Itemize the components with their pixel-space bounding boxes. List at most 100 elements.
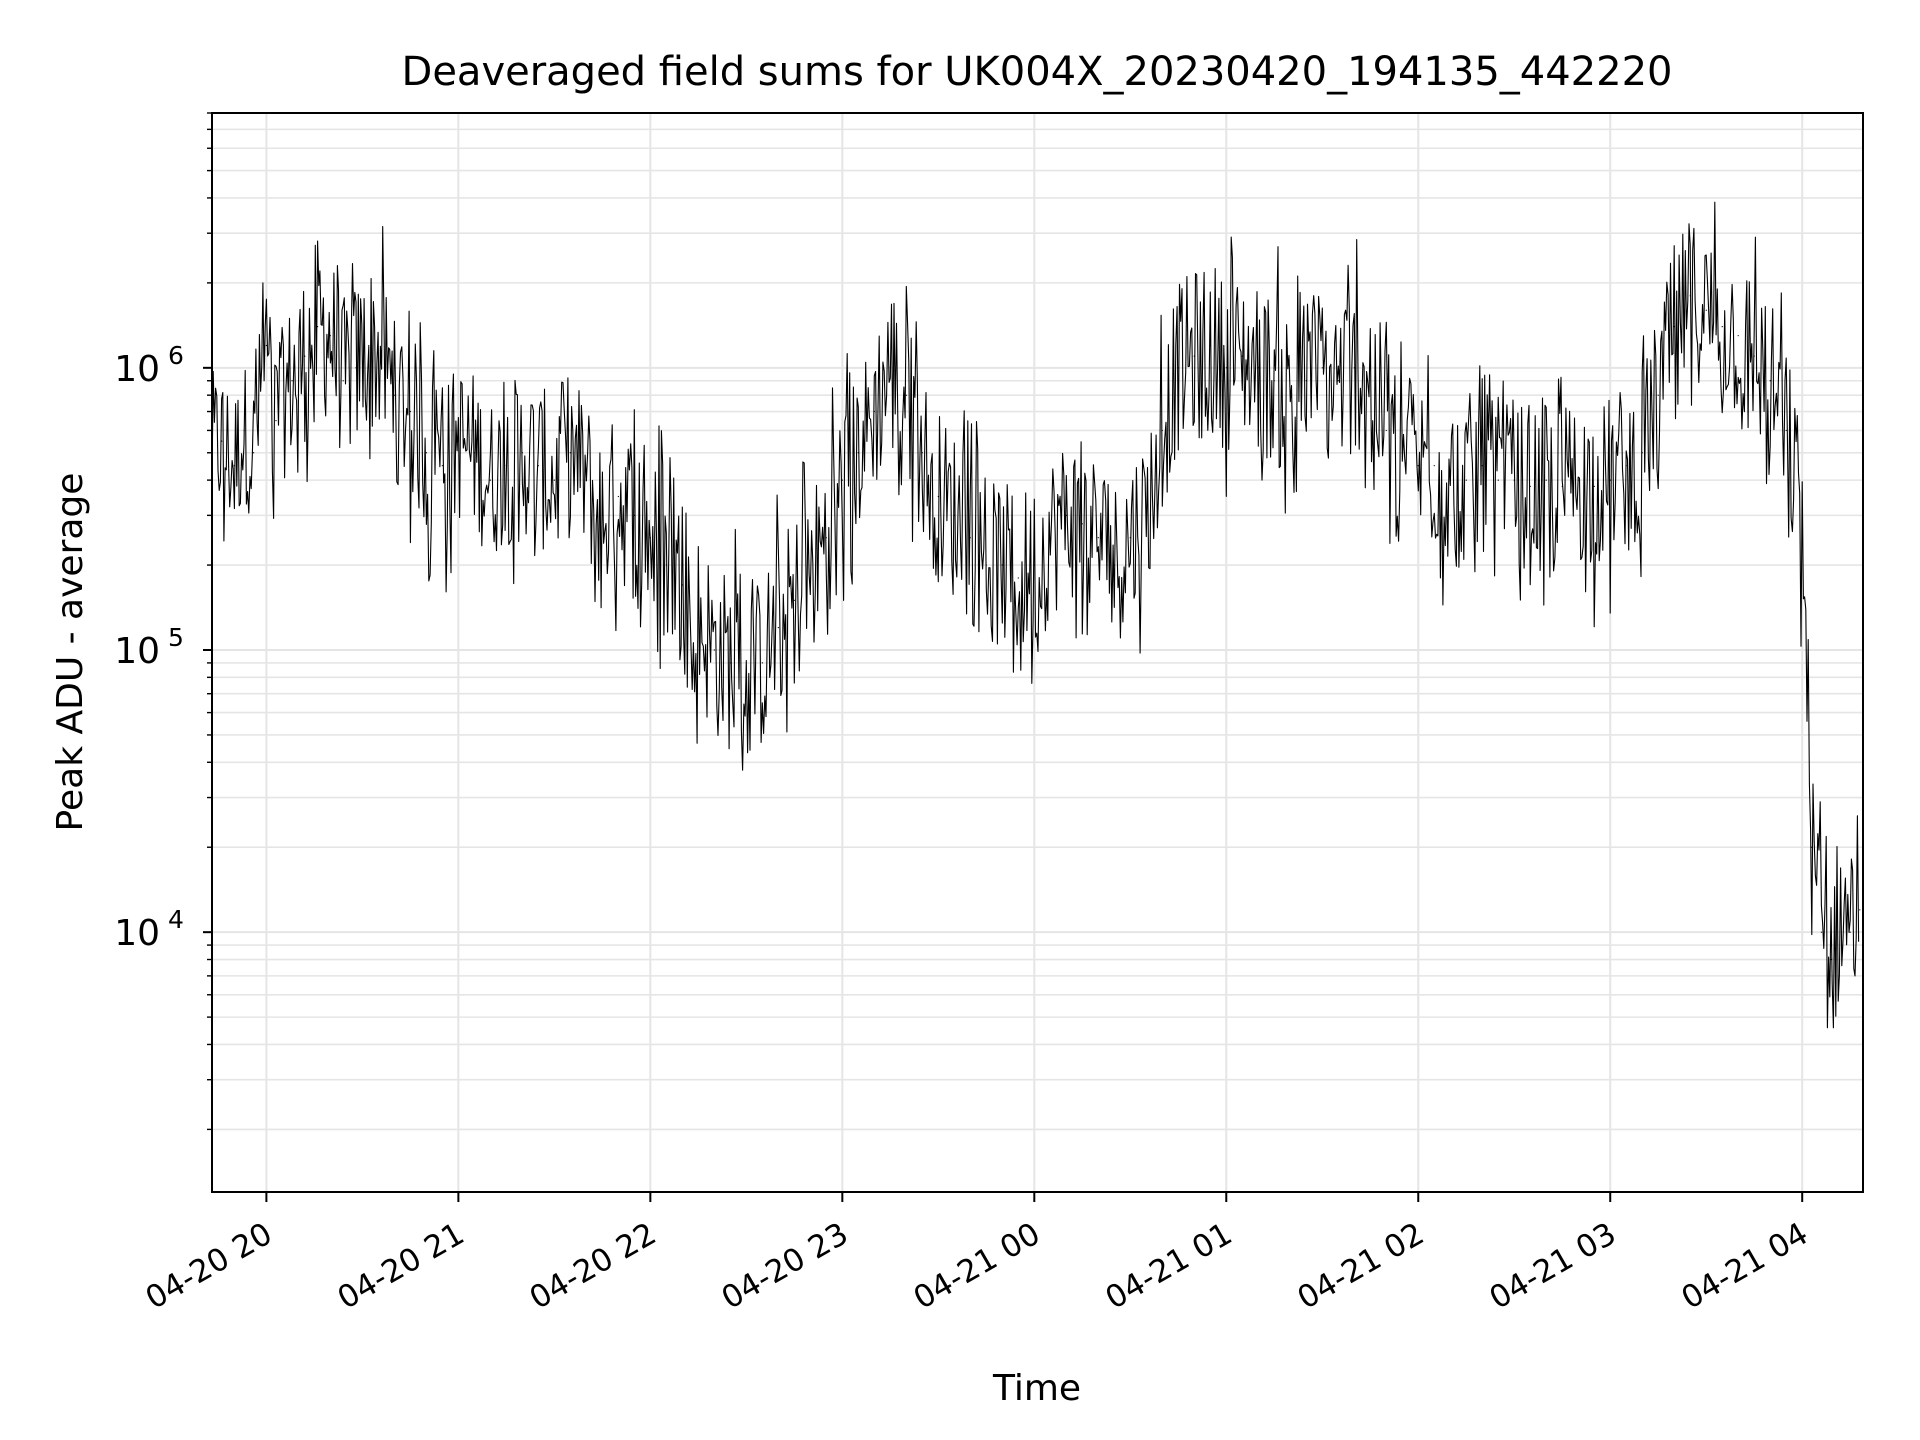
data-point: [1337, 380, 1339, 382]
data-point: [569, 452, 571, 454]
data-point: [1097, 537, 1099, 539]
data-point: [1513, 479, 1515, 481]
series-0: [211, 201, 1861, 1029]
plot-frame: [211, 112, 1864, 1193]
y-tick-exponent: 6: [168, 341, 184, 370]
y-tick-exponent: 5: [168, 623, 184, 652]
data-point: [441, 465, 443, 467]
data-point: [1769, 380, 1771, 382]
data-point: [1705, 309, 1707, 311]
data-point: [1689, 295, 1691, 297]
data-point: [1065, 514, 1067, 516]
data-point: [953, 514, 955, 516]
data-point: [985, 564, 987, 566]
data-point: [1830, 958, 1832, 961]
data-point: [1305, 380, 1307, 382]
data-point: [457, 440, 459, 442]
data-point: [1241, 355, 1243, 357]
series-line: [211, 201, 1860, 1029]
data-point: [291, 380, 293, 382]
data-point: [521, 452, 523, 454]
data-point: [409, 410, 411, 413]
data-point: [601, 514, 603, 516]
data-point: [304, 355, 306, 357]
data-point: [729, 662, 731, 664]
data-point: [905, 394, 907, 396]
data-point: [1177, 367, 1179, 369]
data-point: [969, 537, 971, 539]
data-point: [1417, 465, 1419, 467]
data-point: [393, 394, 395, 396]
data-point: [745, 676, 747, 678]
data-point: [265, 344, 267, 347]
data-point: [505, 465, 507, 467]
data-point: [761, 662, 763, 664]
data-point: [873, 410, 875, 413]
data-point: [1033, 564, 1035, 566]
data-point: [1449, 479, 1451, 481]
data-point: [1001, 564, 1003, 566]
data-point: [1369, 367, 1371, 369]
data-point: [275, 420, 277, 422]
data-point: [1849, 931, 1851, 933]
data-point: [243, 429, 245, 432]
data-point: [1401, 452, 1403, 454]
data-point: [889, 367, 891, 369]
data-point: [1593, 485, 1595, 488]
data-point: [1820, 931, 1823, 933]
data-point: [1257, 367, 1259, 369]
data-point: [1049, 537, 1051, 539]
data-point: [1161, 429, 1163, 432]
data-point: [1785, 429, 1787, 432]
data-point: [1433, 465, 1435, 467]
data-point: [1497, 479, 1499, 481]
data-point: [220, 440, 223, 442]
data-point: [1657, 394, 1659, 396]
data-point: [665, 564, 667, 566]
y-tick-label: 10: [114, 631, 160, 672]
data-point: [252, 452, 255, 454]
data-point: [342, 380, 344, 382]
y-axis: 10 4 10 5 10 6: [114, 112, 212, 1131]
data-point: [1145, 514, 1147, 516]
data-point: [1721, 325, 1723, 328]
x-axis-label: Time: [992, 1368, 1081, 1409]
data-point: [1609, 479, 1611, 481]
data-point: [1081, 523, 1083, 525]
y-axis-label: Peak ADU - average: [50, 473, 91, 832]
data-point: [1811, 846, 1813, 848]
data-point: [1801, 514, 1803, 516]
data-point: [809, 577, 811, 579]
data-point: [633, 514, 635, 516]
y-tick-label: 10: [114, 349, 160, 390]
data-point: [1737, 335, 1739, 337]
data-point: [1225, 367, 1227, 369]
y-tick-exponent: 4: [168, 905, 184, 934]
data-point: [553, 479, 555, 481]
data-point: [681, 584, 683, 586]
data-point: [1129, 537, 1131, 539]
data-point: [1641, 452, 1643, 454]
data-point: [355, 367, 357, 369]
data-point: [329, 335, 331, 337]
chart-title: Deaveraged field sums for UK004X_2023042…: [402, 49, 1673, 95]
data-point: [825, 537, 827, 539]
data-point: [1321, 367, 1323, 369]
data-point: [380, 355, 383, 357]
data-point: [937, 495, 939, 498]
data-point: [425, 452, 427, 454]
data-point: [473, 452, 475, 454]
data-point: [316, 325, 319, 328]
data-point: [921, 452, 923, 454]
data-point: [1481, 465, 1483, 467]
data-point: [1529, 485, 1531, 488]
data-point: [617, 495, 619, 498]
data-point: [1859, 909, 1861, 911]
data-point: [585, 479, 587, 481]
data-point: [1577, 479, 1579, 481]
data-point: [368, 344, 370, 347]
data-point: [1353, 367, 1355, 369]
data-point: [1113, 564, 1115, 566]
